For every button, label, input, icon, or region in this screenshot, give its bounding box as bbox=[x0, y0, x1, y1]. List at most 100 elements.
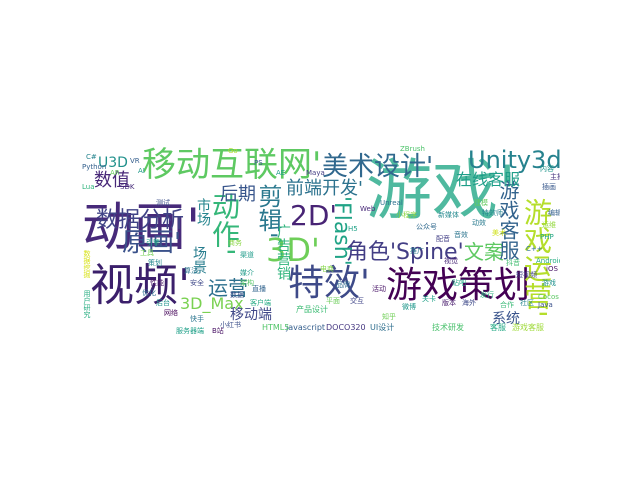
word-cloud-term: Python bbox=[82, 163, 107, 171]
word-cloud-term: 后期 bbox=[220, 184, 256, 205]
word-cloud-term: 文案' bbox=[464, 240, 510, 264]
word-cloud-term: 原画' bbox=[122, 228, 182, 258]
word-cloud-term: 数据分析 bbox=[96, 208, 185, 233]
word-cloud-term: PHP bbox=[540, 233, 554, 241]
word-cloud-term: Lua bbox=[82, 183, 95, 191]
word-cloud-term: 发行 bbox=[480, 291, 494, 299]
word-cloud-term: 新媒体 bbox=[438, 211, 459, 219]
word-cloud-term: PS bbox=[254, 159, 263, 167]
word-cloud-term: Java bbox=[538, 301, 553, 309]
word-cloud-term: 安全 bbox=[190, 279, 204, 287]
word-cloud-term: 'Flash' bbox=[329, 196, 354, 266]
word-cloud-term: 动作' bbox=[208, 192, 241, 256]
word-cloud-term: 渠道 bbox=[240, 251, 254, 259]
word-cloud-term: 引擎 bbox=[146, 239, 160, 247]
word-cloud-term: 内容 bbox=[540, 165, 554, 173]
word-cloud-term: 短视频 bbox=[516, 271, 537, 279]
word-cloud-term: AE bbox=[276, 169, 286, 177]
word-cloud-term: 场景 bbox=[191, 246, 207, 274]
word-cloud-term: 美术 bbox=[492, 229, 506, 237]
word-cloud-term: 配音 bbox=[436, 235, 450, 243]
word-cloud-term: 3D_Max bbox=[180, 294, 244, 313]
word-cloud-term: Unity3d' bbox=[468, 146, 560, 174]
word-cloud-term: 贴吧 bbox=[452, 279, 466, 287]
word-cloud-term: 推广 bbox=[410, 247, 424, 255]
word-cloud-term: UI设计 bbox=[370, 323, 395, 332]
word-cloud-term: 版本 bbox=[442, 299, 456, 307]
word-cloud-term: Android bbox=[536, 257, 560, 265]
word-cloud-term: 系统 bbox=[492, 311, 520, 327]
word-cloud-term: 插画 bbox=[542, 183, 556, 191]
word-cloud-term: 编辑 bbox=[548, 209, 560, 217]
word-cloud-term: 运维 bbox=[542, 221, 556, 229]
word-cloud-term: 策划 bbox=[148, 259, 162, 267]
word-cloud-term: 工具 bbox=[140, 249, 154, 257]
word-cloud-term: 市场 bbox=[195, 198, 211, 226]
word-cloud-term: 小红书 bbox=[220, 321, 241, 329]
word-cloud-term: AR bbox=[110, 169, 120, 177]
word-cloud-term: 角色'Spine' bbox=[346, 240, 464, 265]
word-cloud-term: Cocos bbox=[538, 293, 559, 301]
word-cloud: 游戏' 动画' 视频' 移动互联网' 特效' 游戏策划 美术设计' Unity3d' 游戏运营'… bbox=[80, 140, 560, 340]
word-cloud-term: iOS bbox=[546, 265, 558, 273]
word-cloud-term: 游戏策划 bbox=[386, 265, 531, 306]
word-cloud-term: 美术设计' bbox=[322, 152, 434, 182]
word-cloud-term: 算法 bbox=[184, 267, 198, 275]
word-cloud-term: 性能 bbox=[150, 279, 164, 287]
word-cloud-term: VR bbox=[130, 157, 140, 165]
word-cloud-term: 特效师 bbox=[482, 209, 503, 217]
word-cloud-term: 电商 bbox=[320, 265, 334, 273]
word-cloud-term: 游戏运营' bbox=[520, 198, 553, 318]
word-cloud-term: 移动互联网' bbox=[142, 145, 322, 185]
word-cloud-term: 动效 bbox=[472, 219, 486, 227]
word-cloud-term: 产品设计 bbox=[296, 305, 328, 314]
word-cloud-term: 用户研究 bbox=[83, 290, 91, 318]
word-cloud-term: 微博 bbox=[402, 303, 416, 311]
word-cloud-term: 客服 bbox=[490, 323, 506, 332]
word-cloud-term: 活动 bbox=[372, 285, 386, 293]
word-cloud-term: C++ bbox=[526, 245, 543, 253]
word-cloud-term: 商务 bbox=[228, 239, 242, 247]
word-cloud-term: C# bbox=[86, 153, 97, 161]
word-cloud-term: HTML5 bbox=[262, 323, 290, 332]
word-cloud-term: 平面 bbox=[326, 297, 340, 305]
word-cloud-term: DOCO320 bbox=[326, 323, 366, 332]
word-cloud-term: ZBrush bbox=[400, 145, 425, 153]
word-cloud-term: 小程序 bbox=[396, 211, 417, 219]
word-cloud-term: B站 bbox=[212, 327, 224, 335]
word-cloud-term: 游戏客服 bbox=[496, 180, 520, 260]
word-cloud-term: 2D' bbox=[290, 199, 338, 232]
word-cloud-term: 运营 bbox=[208, 276, 248, 300]
word-cloud-term: 直播 bbox=[252, 285, 266, 293]
word-cloud-term: 广告营销 bbox=[275, 224, 291, 280]
word-cloud-term: SDK bbox=[120, 183, 135, 191]
word-cloud-term: AI bbox=[138, 167, 145, 175]
word-cloud-term: Maya bbox=[306, 169, 325, 177]
word-cloud-term: H5 bbox=[348, 225, 358, 233]
word-cloud-term: 后台 bbox=[156, 299, 170, 307]
word-cloud-term: 交互 bbox=[350, 297, 364, 305]
word-cloud-term: 数据挖掘 bbox=[83, 250, 91, 278]
word-cloud-term: 合作 bbox=[500, 301, 514, 309]
word-cloud-term: 主播 bbox=[550, 173, 560, 181]
word-cloud-term: 网络 bbox=[164, 309, 178, 317]
word-cloud-term: 游戏 bbox=[542, 279, 556, 287]
word-cloud-term: 前端开发' bbox=[286, 178, 363, 199]
word-cloud-term: 海外 bbox=[462, 299, 476, 307]
word-cloud-term: U3D bbox=[98, 155, 128, 171]
word-cloud-term: 知乎 bbox=[382, 313, 396, 321]
word-cloud-term: 特效' bbox=[288, 263, 370, 304]
word-cloud-term: 媒介 bbox=[240, 269, 254, 277]
word-cloud-term: 测试 bbox=[156, 199, 170, 207]
word-cloud-term: 快手 bbox=[190, 315, 204, 323]
word-cloud-term: 移动端 bbox=[230, 307, 272, 323]
word-cloud-term: 数值 bbox=[94, 170, 130, 191]
word-cloud-term: 3D' bbox=[266, 231, 320, 269]
word-cloud-term: Web bbox=[360, 205, 376, 213]
word-cloud-term: Go bbox=[228, 147, 238, 155]
word-cloud-term: 剪辑' bbox=[254, 184, 282, 239]
word-cloud-term: 关卡 bbox=[422, 295, 436, 303]
word-cloud-term: 游戏客服 bbox=[512, 323, 544, 332]
word-cloud-term: 建模 bbox=[474, 199, 488, 207]
